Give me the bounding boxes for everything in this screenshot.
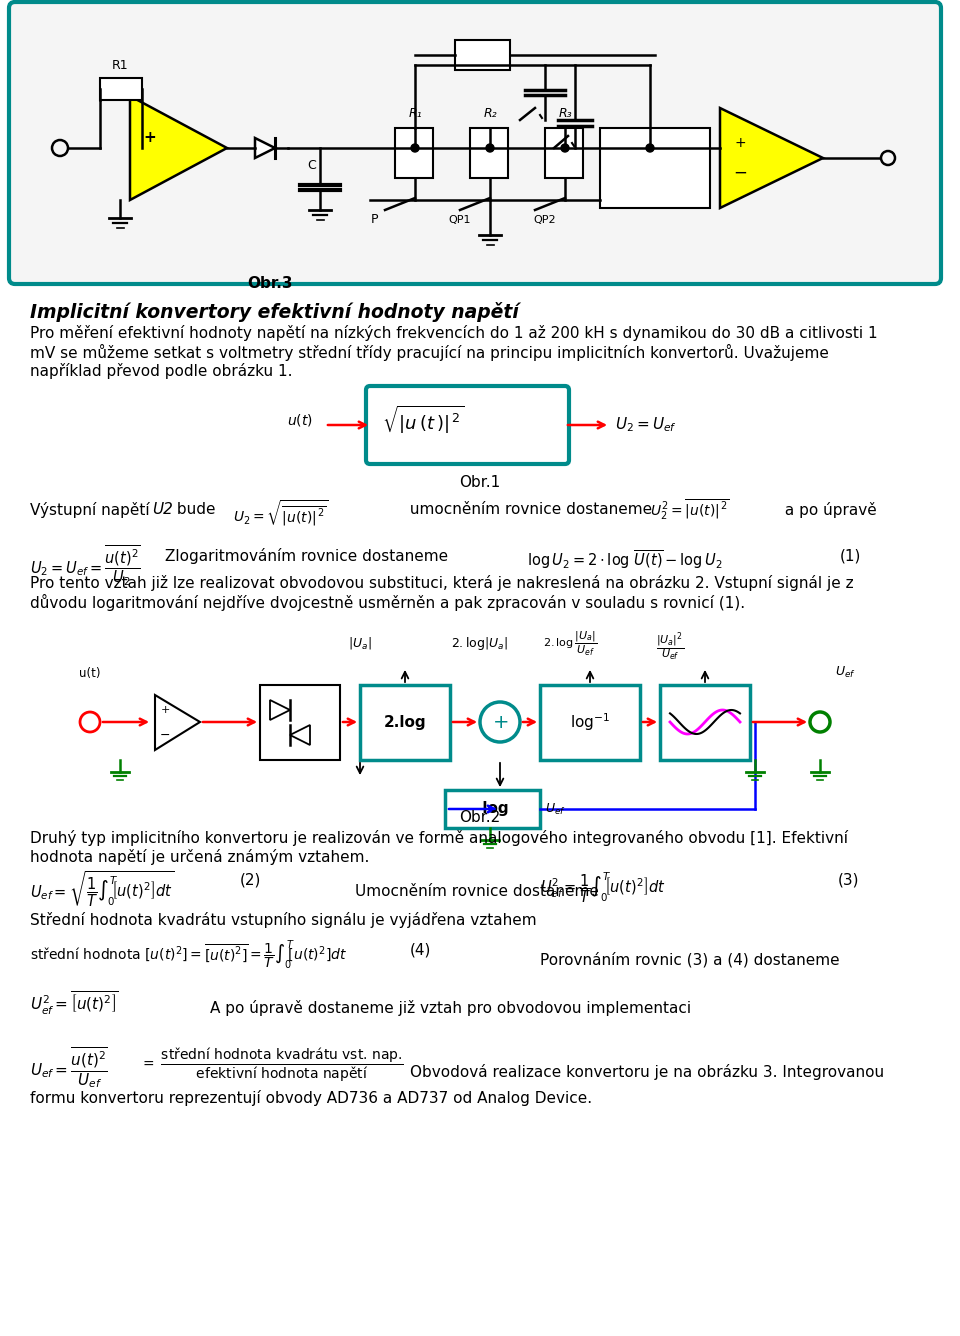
Text: $\dfrac{|U_a|^2}{U_{ef}}$: $\dfrac{|U_a|^2}{U_{ef}}$ xyxy=(656,631,684,663)
Text: $U_{ef} = \dfrac{\overline{u(t)^2}}{U_{ef}}$: $U_{ef} = \dfrac{\overline{u(t)^2}}{U_{e… xyxy=(30,1045,108,1090)
Text: (2): (2) xyxy=(240,872,261,887)
FancyBboxPatch shape xyxy=(366,386,569,464)
Text: (4): (4) xyxy=(410,942,431,958)
Text: Obr.2: Obr.2 xyxy=(460,810,500,826)
Text: QP2: QP2 xyxy=(534,215,556,224)
Text: $\log^{-1}$: $\log^{-1}$ xyxy=(570,711,610,733)
Text: formu konvertoru reprezentují obvody AD736 a AD737 od Analog Device.: formu konvertoru reprezentují obvody AD7… xyxy=(30,1090,592,1106)
Text: 2.log: 2.log xyxy=(384,715,426,729)
Text: C: C xyxy=(307,159,317,172)
Text: $U_{ef} = \sqrt{\dfrac{1}{T}\int_0^T\!\!\left[u(t)^2\right]dt}$: $U_{ef} = \sqrt{\dfrac{1}{T}\int_0^T\!\!… xyxy=(30,870,174,910)
Bar xyxy=(445,790,540,828)
Text: $U_2 = U_{ef}$: $U_2 = U_{ef}$ xyxy=(615,415,677,434)
Text: Zlogaritmováním rovnice dostaneme: Zlogaritmováním rovnice dostaneme xyxy=(165,548,448,564)
Text: $U_{ef}^2 = \overline{\left[u(t)^2\right]}$: $U_{ef}^2 = \overline{\left[u(t)^2\right… xyxy=(30,990,118,1017)
Bar xyxy=(545,128,583,178)
Bar xyxy=(100,77,142,100)
Bar xyxy=(540,685,640,760)
Bar xyxy=(600,128,710,208)
Text: QP1: QP1 xyxy=(448,215,471,224)
Text: Pro měření efektivní hodnoty napětí na nízkých frekvencích do 1 až 200 kH s dyna: Pro měření efektivní hodnoty napětí na n… xyxy=(30,325,877,341)
Text: $+$: $+$ xyxy=(492,712,508,732)
Text: $U_2 = U_{ef} = \dfrac{\overline{u(t)^2}}{U_2}$: $U_2 = U_{ef} = \dfrac{\overline{u(t)^2}… xyxy=(30,542,140,588)
Text: umocněním rovnice dostaneme: umocněním rovnice dostaneme xyxy=(405,502,652,517)
Text: Umocněním rovnice dostaneme: Umocněním rovnice dostaneme xyxy=(355,884,599,899)
Text: +: + xyxy=(144,131,156,146)
FancyBboxPatch shape xyxy=(9,1,941,285)
Text: střední hodnota $\left[u(t)^2\right] = \overline{\left[u(t)^2\right]} = \dfrac{1: střední hodnota $\left[u(t)^2\right] = \… xyxy=(30,938,348,971)
Text: +: + xyxy=(734,136,746,150)
Text: $2.\log\dfrac{|U_a|}{U_{ef}}$: $2.\log\dfrac{|U_a|}{U_{ef}}$ xyxy=(542,631,597,659)
Text: $2.\log|U_a|$: $2.\log|U_a|$ xyxy=(451,635,509,652)
Text: $u(t)$: $u(t)$ xyxy=(287,411,313,428)
Circle shape xyxy=(486,144,494,152)
Text: mV se můžeme setkat s voltmetry střední třídy pracující na principu implicitních: mV se můžeme setkat s voltmetry střední … xyxy=(30,343,828,361)
Text: Obr.3: Obr.3 xyxy=(248,277,293,291)
Text: u(t): u(t) xyxy=(80,667,101,680)
Text: $U_2 = \sqrt{\overline{|u(t)|^{\,2}}}$: $U_2 = \sqrt{\overline{|u(t)|^{\,2}}}$ xyxy=(233,498,328,528)
Text: (3): (3) xyxy=(838,872,859,887)
Text: $U_2^2 = \overline{|u(t)|^{\,2}}$: $U_2^2 = \overline{|u(t)|^{\,2}}$ xyxy=(650,498,730,522)
Bar xyxy=(455,40,510,69)
Text: −: − xyxy=(159,728,170,741)
Bar xyxy=(360,685,450,760)
Bar xyxy=(470,128,508,178)
Text: důvodu logaritmování nejdříve dvojcestně usměrněn a pak zpracován v souladu s ro: důvodu logaritmování nejdříve dvojcestně… xyxy=(30,595,745,611)
Text: -log: -log xyxy=(476,802,508,816)
Polygon shape xyxy=(290,725,310,745)
Text: $U_{ef}$: $U_{ef}$ xyxy=(545,802,565,816)
Polygon shape xyxy=(720,108,823,208)
Text: Implicitní konvertory efektivní hodnoty napětí: Implicitní konvertory efektivní hodnoty … xyxy=(30,302,518,322)
Text: $|U_a|$: $|U_a|$ xyxy=(348,635,372,651)
Text: $\sqrt{|u\,(t\,)|^{\,2}}$: $\sqrt{|u\,(t\,)|^{\,2}}$ xyxy=(382,403,464,436)
Bar xyxy=(260,685,340,760)
Text: Obr.1: Obr.1 xyxy=(460,476,500,490)
Bar xyxy=(660,685,750,760)
Text: (1): (1) xyxy=(840,549,861,564)
Text: U2: U2 xyxy=(152,502,173,517)
Text: například převod podle obrázku 1.: například převod podle obrázku 1. xyxy=(30,363,293,379)
Text: −: − xyxy=(733,164,747,182)
Text: R1: R1 xyxy=(111,59,129,72)
Circle shape xyxy=(646,144,654,152)
Polygon shape xyxy=(130,96,227,200)
Polygon shape xyxy=(270,700,290,720)
Text: $= \;\dfrac{\text{střední hodnota kvadrátu vst. nap.}}{\text{efektivní hodnota n: $= \;\dfrac{\text{střední hodnota kvadrá… xyxy=(140,1046,404,1085)
Text: Pro tento vztah již lze realizovat obvodovou substituci, která je nakreslená na : Pro tento vztah již lze realizovat obvod… xyxy=(30,574,853,591)
Polygon shape xyxy=(255,138,275,158)
Text: hodnota napětí je určená známým vztahem.: hodnota napětí je určená známým vztahem. xyxy=(30,848,370,864)
Circle shape xyxy=(411,144,419,152)
Text: Porovnáním rovnic (3) a (4) dostaneme: Porovnáním rovnic (3) a (4) dostaneme xyxy=(540,953,840,967)
Text: R₃: R₃ xyxy=(558,107,572,120)
Text: A po úpravě dostaneme již vztah pro obvodovou implementaci: A po úpravě dostaneme již vztah pro obvo… xyxy=(210,1001,691,1015)
Text: bude: bude xyxy=(172,502,215,517)
Text: $U_{ef}^2 = \dfrac{1}{T}\int_0^T\!\!\left[u(t)^2\right]dt$: $U_{ef}^2 = \dfrac{1}{T}\int_0^T\!\!\lef… xyxy=(540,870,666,904)
Bar xyxy=(395,128,433,178)
Text: R₂: R₂ xyxy=(483,107,497,120)
Polygon shape xyxy=(155,695,200,749)
Text: Druhý typ implicitního konvertoru je realizován ve formě analogového integrované: Druhý typ implicitního konvertoru je rea… xyxy=(30,830,848,846)
Text: $U_{ef}$: $U_{ef}$ xyxy=(835,665,855,680)
Text: R₁: R₁ xyxy=(408,107,421,120)
Text: $\log U_2 = 2\cdot\log\,\overline{U(t)} - \log U_2$: $\log U_2 = 2\cdot\log\,\overline{U(t)} … xyxy=(527,548,723,570)
Circle shape xyxy=(561,144,569,152)
Text: P: P xyxy=(372,212,379,226)
Text: a po úpravě: a po úpravě xyxy=(780,502,876,518)
Text: Výstupní napětí: Výstupní napětí xyxy=(30,502,155,518)
Text: Střední hodnota kvadrátu vstupního signálu je vyjádřena vztahem: Střední hodnota kvadrátu vstupního signá… xyxy=(30,912,537,929)
Text: +: + xyxy=(160,705,170,715)
Text: Obvodová realizace konvertoru je na obrázku 3. Integrovanou: Obvodová realizace konvertoru je na obrá… xyxy=(410,1063,884,1079)
